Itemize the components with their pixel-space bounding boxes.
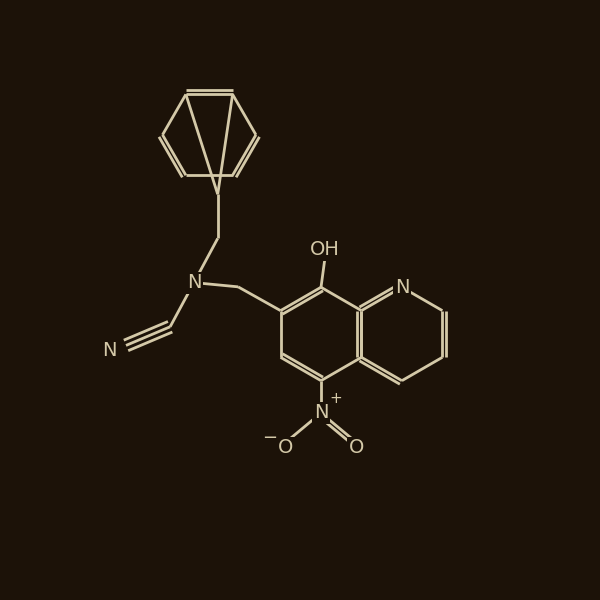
- Text: N: N: [187, 273, 201, 292]
- Text: OH: OH: [310, 241, 340, 259]
- Text: O: O: [278, 438, 293, 457]
- Text: +: +: [329, 391, 342, 406]
- Text: −: −: [262, 428, 277, 446]
- Text: N: N: [102, 341, 116, 360]
- Text: O: O: [349, 438, 364, 457]
- Text: N: N: [314, 403, 328, 422]
- Text: N: N: [395, 278, 409, 297]
